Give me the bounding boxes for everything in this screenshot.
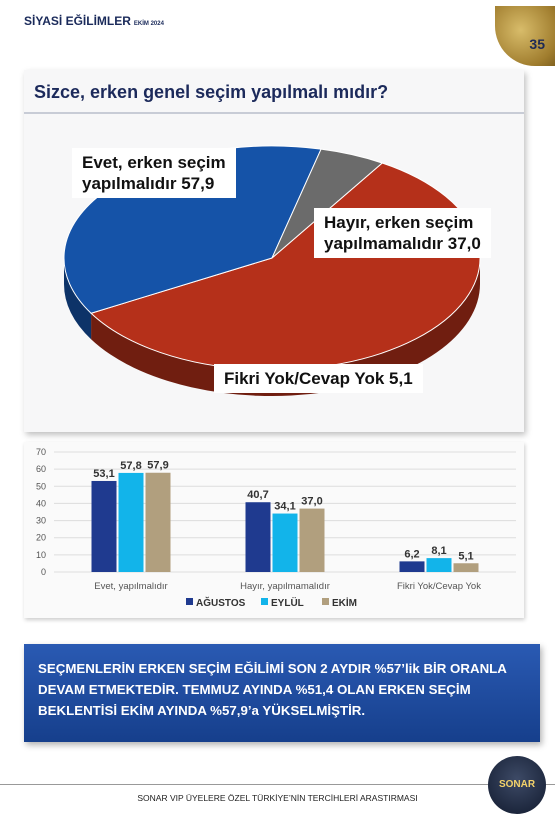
bar-2-2 — [453, 563, 479, 572]
bar-0-2 — [399, 561, 425, 572]
sonar-logo: SONAR — [488, 756, 546, 814]
y-tick-label: 50 — [36, 481, 46, 491]
header-subtitle: EKİM 2024 — [133, 21, 164, 27]
pie-label-hayir-line2: yapılmamalıdır 37,0 — [324, 234, 481, 253]
bar-value-label: 40,7 — [247, 489, 268, 501]
x-tick-label: Hayır, yapılmamalıdır — [240, 581, 330, 592]
summary-text: SEÇMENLERİN ERKEN SEÇİM EĞİLİMİ SON 2 AY… — [38, 661, 507, 718]
pie-label-evet: Evet, erken seçim yapılmalıdır 57,9 — [72, 148, 236, 198]
x-tick-label: Evet, yapılmalıdır — [94, 581, 167, 592]
pie-label-hayir-line1: Hayır, erken seçim — [324, 213, 474, 232]
pie-label-hayir: Hayır, erken seçim yapılmamalıdır 37,0 — [314, 208, 491, 258]
question-title: Sizce, erken genel seçim yapılmalı mıdır… — [34, 82, 389, 102]
pie-label-fikri: Fikri Yok/Cevap Yok 5,1 — [214, 364, 423, 393]
y-tick-label: 0 — [41, 567, 46, 577]
bar-value-label: 34,1 — [274, 501, 295, 513]
legend-label-1: EYLÜL — [271, 596, 304, 609]
footer-divider — [0, 784, 555, 785]
y-tick-label: 20 — [36, 533, 46, 543]
page-number: 35 — [529, 36, 545, 52]
bar-0-0 — [91, 480, 117, 572]
pie-slice-side-0 — [91, 258, 481, 396]
bar-1-1 — [272, 513, 298, 572]
bar-2-1 — [299, 508, 325, 572]
y-tick-label: 70 — [36, 447, 46, 457]
x-tick-label: Fikri Yok/Cevap Yok — [397, 581, 481, 592]
legend-swatch-1 — [261, 598, 268, 605]
bar-value-label: 57,8 — [120, 460, 141, 472]
pie-card: Sizce, erken genel seçim yapılmalı mıdır… — [24, 70, 524, 432]
pie-label-evet-line1: Evet, erken seçim — [82, 153, 226, 172]
header-title: SİYASİ EĞİLİMLER EKİM 2024 — [24, 14, 164, 28]
bar-1-0 — [118, 472, 144, 572]
legend-label-0: AĞUSTOS — [196, 596, 246, 609]
bar-value-label: 8,1 — [431, 545, 446, 557]
header-title-text: SİYASİ EĞİLİMLER — [24, 14, 131, 28]
y-tick-label: 10 — [36, 550, 46, 560]
y-tick-label: 30 — [36, 516, 46, 526]
y-tick-label: 40 — [36, 498, 46, 508]
logo-text: SONAR — [498, 779, 536, 790]
pie-label-fikri-line1: Fikri Yok/Cevap Yok 5,1 — [224, 369, 413, 388]
legend-label-2: EKİM — [332, 596, 357, 609]
bar-card: 0 10 20 30 40 50 60 70 53,1 57,8 57,9 Evet, yapılma… — [24, 442, 524, 618]
bar-0-1 — [245, 502, 271, 572]
bar-value-label: 53,1 — [93, 468, 114, 480]
footer-text: SONAR VIP ÜYELERE ÖZEL TÜRKİYE’NİN TERCİ… — [137, 793, 418, 803]
question-divider — [24, 112, 524, 114]
summary-banner: SEÇMENLERİN ERKEN SEÇİM EĞİLİMİ SON 2 AY… — [24, 644, 540, 742]
bar-1-2 — [426, 558, 452, 572]
pie-label-evet-line2: yapılmalıdır 57,9 — [82, 174, 215, 193]
bar-value-label: 37,0 — [301, 496, 322, 508]
bar-value-label: 5,1 — [458, 550, 473, 562]
bar-2-0 — [145, 472, 171, 572]
page-number-badge: 35 — [495, 6, 555, 66]
pie-slice-2 — [271, 148, 384, 259]
bar-chart: 0 10 20 30 40 50 60 70 53,1 57,8 57,9 Evet, yapılma… — [36, 447, 516, 609]
bar-value-label: 6,2 — [404, 548, 419, 560]
y-tick-label: 60 — [36, 464, 46, 474]
legend-swatch-0 — [186, 598, 193, 605]
bar-value-label: 57,9 — [147, 460, 168, 472]
legend-swatch-2 — [322, 598, 329, 605]
